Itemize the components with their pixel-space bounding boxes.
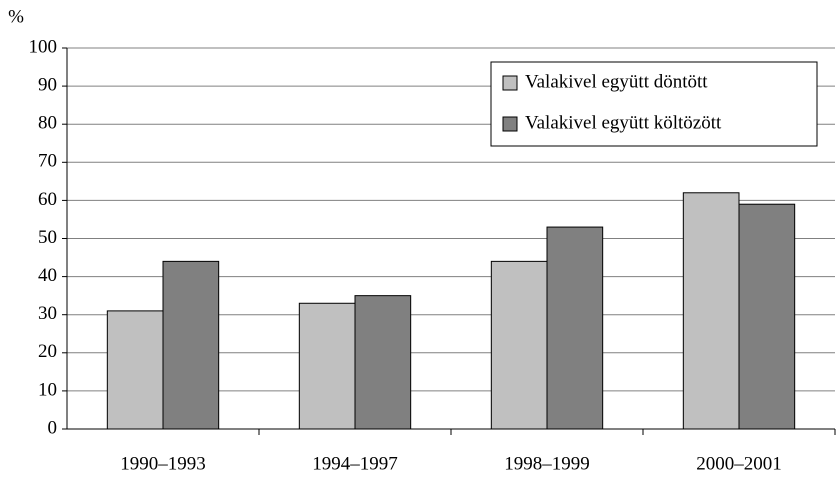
- legend-label: Valakivel együtt költözött: [525, 112, 722, 133]
- y-tick-label: 10: [38, 379, 57, 400]
- bar: [546, 226, 604, 430]
- y-axis-label: %: [8, 6, 24, 27]
- y-tick-label: 40: [38, 265, 57, 286]
- y-tick-label: 70: [38, 151, 57, 172]
- y-tick-label: 90: [38, 74, 57, 95]
- bar: [106, 310, 164, 430]
- legend-swatch: [502, 75, 518, 91]
- y-tick-label: 0: [48, 417, 58, 438]
- x-tick-label: 2000–2001: [696, 453, 782, 474]
- bar: [354, 295, 412, 430]
- y-tick-label: 80: [38, 113, 57, 134]
- bar: [682, 192, 740, 430]
- bar: [490, 260, 548, 430]
- legend-label: Valakivel együtt döntött: [525, 71, 708, 92]
- legend-swatch: [502, 116, 518, 132]
- bar: [162, 260, 220, 430]
- y-tick-label: 20: [38, 341, 57, 362]
- bar: [298, 302, 356, 430]
- y-tick-label: 50: [38, 227, 57, 248]
- x-tick-label: 1998–1999: [504, 453, 590, 474]
- y-tick-label: 60: [38, 189, 57, 210]
- x-tick-label: 1990–1993: [120, 453, 206, 474]
- y-tick-label: 30: [38, 303, 57, 324]
- bar: [738, 203, 796, 430]
- legend-box: [490, 61, 818, 147]
- x-tick-label: 1994–1997: [312, 453, 398, 474]
- y-tick-label: 100: [29, 36, 58, 57]
